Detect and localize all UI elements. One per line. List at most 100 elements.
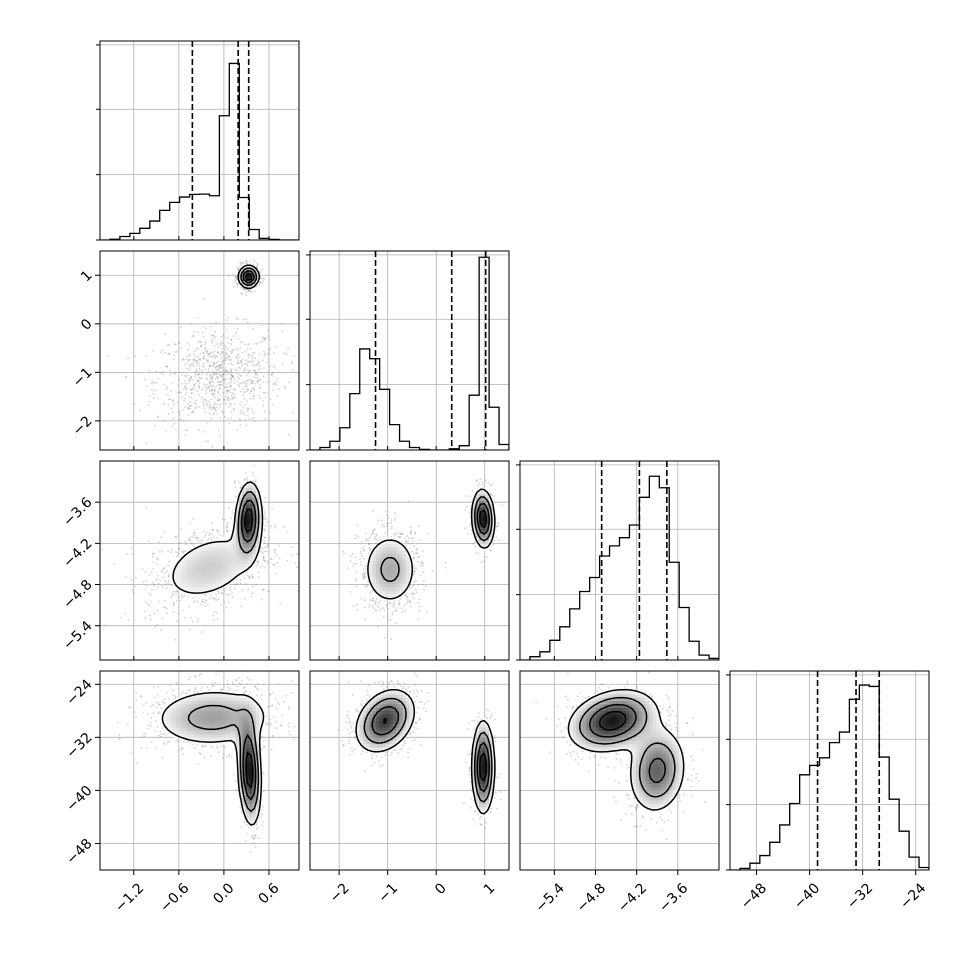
scatter-point [409, 526, 412, 529]
scatter-point [371, 605, 374, 607]
density-cell [665, 773, 670, 778]
density-cell [672, 733, 677, 738]
density-cell [169, 703, 174, 708]
density-cell [255, 497, 260, 501]
scatter-point [163, 419, 166, 422]
density-cell [229, 553, 233, 558]
scatter-point [253, 389, 255, 392]
scatter-point [142, 711, 145, 714]
scatter-point [212, 407, 214, 410]
scatter-point [596, 689, 599, 692]
density-cell [645, 766, 650, 771]
scatter-point [235, 348, 237, 350]
density-cell [252, 523, 257, 528]
scatter-point [246, 479, 249, 482]
scatter-point [263, 528, 265, 531]
scatter-point [256, 560, 259, 563]
density-cell [485, 740, 490, 745]
density-cell [589, 730, 594, 735]
scatter-point [247, 371, 249, 374]
density-cell [176, 697, 180, 702]
density-cell [202, 580, 207, 584]
density-cell [209, 583, 213, 588]
scatter-point [200, 344, 203, 347]
density-cell [255, 707, 260, 711]
scatter-point [231, 397, 234, 400]
density-cell [222, 537, 227, 541]
scatter-point [215, 612, 218, 614]
density-cell [652, 733, 657, 738]
scatter-point [259, 281, 261, 284]
scatter-point [627, 797, 630, 800]
density-cell [389, 730, 394, 735]
scatter-point [475, 480, 478, 483]
density-cell [649, 806, 653, 811]
scatter-point [352, 565, 354, 568]
scatter-point [356, 536, 359, 538]
scatter-point [629, 805, 631, 807]
density-cell [655, 786, 660, 791]
density-cell [665, 737, 670, 741]
scatter-point [201, 376, 203, 379]
scatter-point [195, 368, 198, 371]
density-cell [409, 566, 414, 571]
scatter-point [221, 756, 224, 759]
scatter-point [207, 689, 210, 691]
scatter-point [259, 281, 262, 284]
density-cell [242, 717, 247, 721]
density-cell [675, 763, 680, 768]
scatter-point [262, 588, 265, 591]
density-cell [172, 717, 177, 721]
scatter-point [416, 727, 419, 730]
scatter-point [166, 344, 169, 347]
scatter-point [202, 357, 205, 360]
density-cell [249, 700, 253, 705]
density-cell [632, 737, 637, 741]
density-cell [369, 717, 374, 721]
scatter-point [261, 336, 264, 339]
scatter-point [261, 824, 264, 827]
scatter-point [208, 403, 211, 406]
density-cell [255, 806, 260, 811]
scatter-point [413, 684, 416, 686]
density-cell [245, 740, 250, 745]
scatter-point [178, 548, 180, 551]
density-cell [659, 727, 663, 731]
scatter-point [377, 606, 380, 609]
density-cell [642, 753, 647, 758]
scatter-point [644, 691, 647, 694]
scatter-point [627, 794, 630, 797]
hist-step-3 [730, 684, 929, 870]
scatter-point [418, 701, 421, 703]
density-cell [485, 523, 490, 528]
scatter-point [227, 397, 230, 400]
density-cell [396, 590, 400, 594]
density-cell [602, 733, 607, 738]
scatter-point [190, 542, 193, 545]
density-cell [392, 720, 397, 725]
scatter-point [244, 350, 246, 353]
density-cell [482, 497, 486, 501]
density-cell [482, 773, 486, 778]
density-cell [199, 710, 204, 715]
density-cell [485, 727, 490, 731]
density-cell [235, 707, 240, 711]
density-cell [372, 550, 377, 555]
density-cell [639, 730, 643, 735]
density-cell [232, 733, 237, 738]
scatter-point [252, 397, 255, 400]
scatter-point [176, 555, 179, 558]
scatter-point [198, 357, 201, 360]
density-cell [609, 747, 614, 751]
density-cell [249, 770, 253, 775]
scatter-point [238, 377, 241, 380]
density-cell [635, 733, 640, 738]
scatter-point [182, 388, 184, 391]
density-cell [186, 703, 190, 708]
density-cell [239, 717, 243, 721]
scatter-point [245, 291, 247, 293]
scatter-point [262, 790, 265, 793]
scatter-point [490, 716, 492, 718]
scatter-point [235, 369, 238, 372]
density-cell [386, 700, 390, 705]
